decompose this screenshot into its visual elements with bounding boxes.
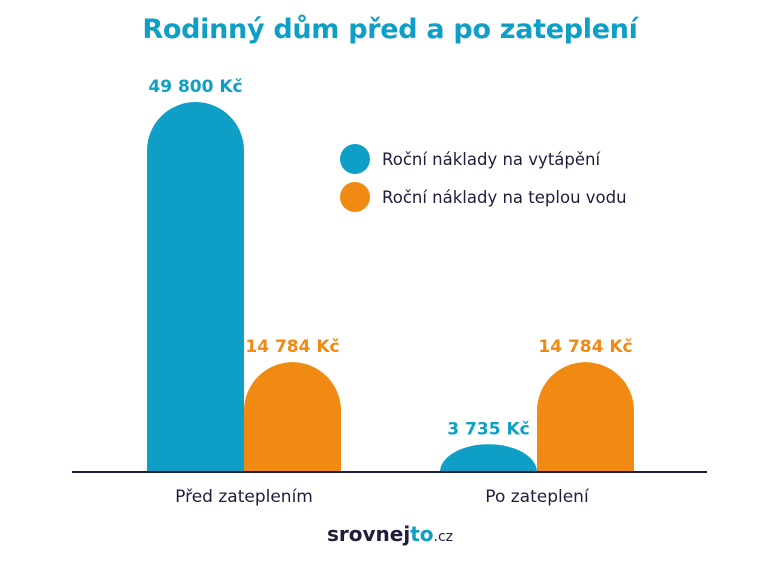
chart-title: Rodinný dům před a po zateplení (142, 14, 638, 45)
value-label-heating-1: 3 735 Kč (447, 419, 529, 439)
legend-swatch-heating (340, 144, 370, 174)
legend-label-heating: Roční náklady na vytápění (382, 149, 601, 169)
bar-heating-1 (439, 444, 537, 472)
logo-accent: to (410, 522, 434, 546)
legend-swatch-hot-water (340, 182, 370, 212)
bar-hot-water-1 (537, 362, 634, 472)
logo-tld: .cz (433, 529, 454, 545)
value-label-hot-water-0: 14 784 Kč (245, 337, 339, 357)
category-label-1: Po zateplení (485, 487, 590, 507)
legend-item-hot-water: Roční náklady na teplou vodu (340, 178, 627, 216)
bars-group (147, 101, 634, 472)
category-label-0: Před zateplením (175, 487, 313, 507)
legend-label-hot-water: Roční náklady na teplou vodu (382, 187, 627, 207)
value-label-heating-0: 49 800 Kč (148, 77, 242, 97)
value-label-hot-water-1: 14 784 Kč (538, 337, 632, 357)
bar-hot-water-0 (244, 362, 341, 472)
logo-brand: srovnej (326, 522, 411, 546)
legend: Roční náklady na vytápění Roční náklady … (340, 140, 627, 216)
legend-item-heating: Roční náklady na vytápění (340, 140, 627, 178)
bar-heating-0 (147, 101, 244, 472)
brand-logo: srovnejto.cz (0, 522, 780, 546)
category-labels-group: Před zateplením Po zateplení (175, 487, 590, 507)
value-labels-group: 49 800 Kč 3 735 Kč 14 784 Kč 14 784 Kč (148, 77, 632, 439)
